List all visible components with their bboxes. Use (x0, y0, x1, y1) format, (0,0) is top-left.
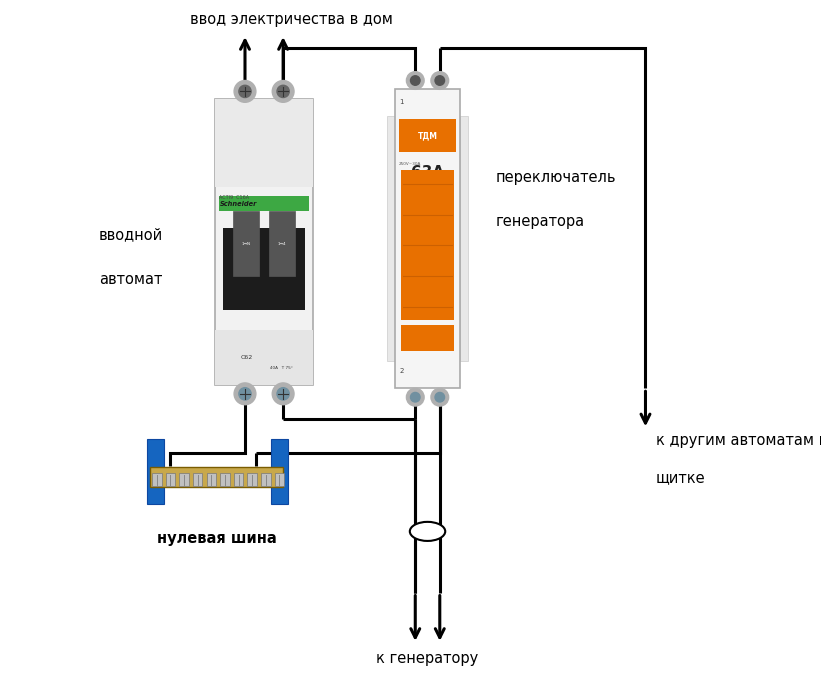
Bar (401, 170, 455, 320)
Text: нулевая шина: нулевая шина (157, 532, 276, 546)
Circle shape (410, 76, 420, 85)
Bar (214, 99, 314, 385)
Text: 63А: 63А (411, 165, 444, 180)
Circle shape (239, 388, 251, 400)
Bar (150, 466, 282, 487)
Bar (222, 229, 305, 310)
Text: 1→N: 1→N (242, 242, 251, 245)
Circle shape (431, 389, 448, 406)
Bar (274, 473, 284, 486)
Bar (460, 116, 468, 361)
Bar (207, 473, 216, 486)
Bar (247, 473, 257, 486)
Circle shape (435, 76, 444, 85)
Circle shape (277, 85, 289, 97)
Bar (395, 89, 460, 389)
Circle shape (273, 383, 294, 404)
Text: 1→4: 1→4 (277, 242, 286, 245)
Bar (179, 473, 189, 486)
Bar (214, 99, 314, 188)
Circle shape (410, 393, 420, 402)
Circle shape (431, 72, 448, 90)
Bar (220, 473, 230, 486)
Circle shape (435, 393, 444, 402)
Circle shape (234, 383, 256, 404)
Text: генератора: генератора (496, 214, 585, 229)
Text: ввод электричества в дом: ввод электричества в дом (190, 13, 392, 27)
Bar (401, 325, 455, 351)
Circle shape (277, 388, 289, 400)
Bar (166, 473, 175, 486)
Ellipse shape (410, 522, 445, 541)
Bar (234, 473, 243, 486)
Text: ACTI9  C16A: ACTI9 C16A (218, 195, 249, 200)
Bar (271, 439, 287, 504)
Text: 1: 1 (399, 99, 404, 106)
Bar (387, 116, 395, 361)
Text: Schneider: Schneider (220, 201, 258, 207)
Circle shape (239, 85, 251, 97)
Bar (268, 211, 295, 276)
Text: к генератору: к генератору (376, 651, 479, 666)
Bar (152, 473, 162, 486)
Bar (218, 196, 310, 211)
Text: автомат: автомат (99, 272, 163, 287)
Bar (398, 120, 456, 152)
Bar (261, 473, 271, 486)
Circle shape (234, 81, 256, 102)
Text: вводной: вводной (99, 228, 163, 243)
Circle shape (273, 81, 294, 102)
Bar (233, 211, 259, 276)
Text: C62: C62 (241, 355, 253, 360)
Text: ТДМ: ТДМ (418, 131, 438, 140)
Circle shape (406, 389, 424, 406)
Bar (214, 331, 314, 385)
Text: переключатель: переключатель (496, 170, 616, 185)
Text: 40A   T 75°: 40A T 75° (269, 366, 292, 370)
Bar (147, 439, 163, 504)
Text: 250V~30A: 250V~30A (398, 162, 421, 165)
Text: 2: 2 (399, 368, 404, 375)
Bar (193, 473, 203, 486)
Text: щитке: щитке (656, 470, 705, 485)
Circle shape (406, 72, 424, 90)
Text: к другим автоматам в: к другим автоматам в (656, 432, 821, 448)
